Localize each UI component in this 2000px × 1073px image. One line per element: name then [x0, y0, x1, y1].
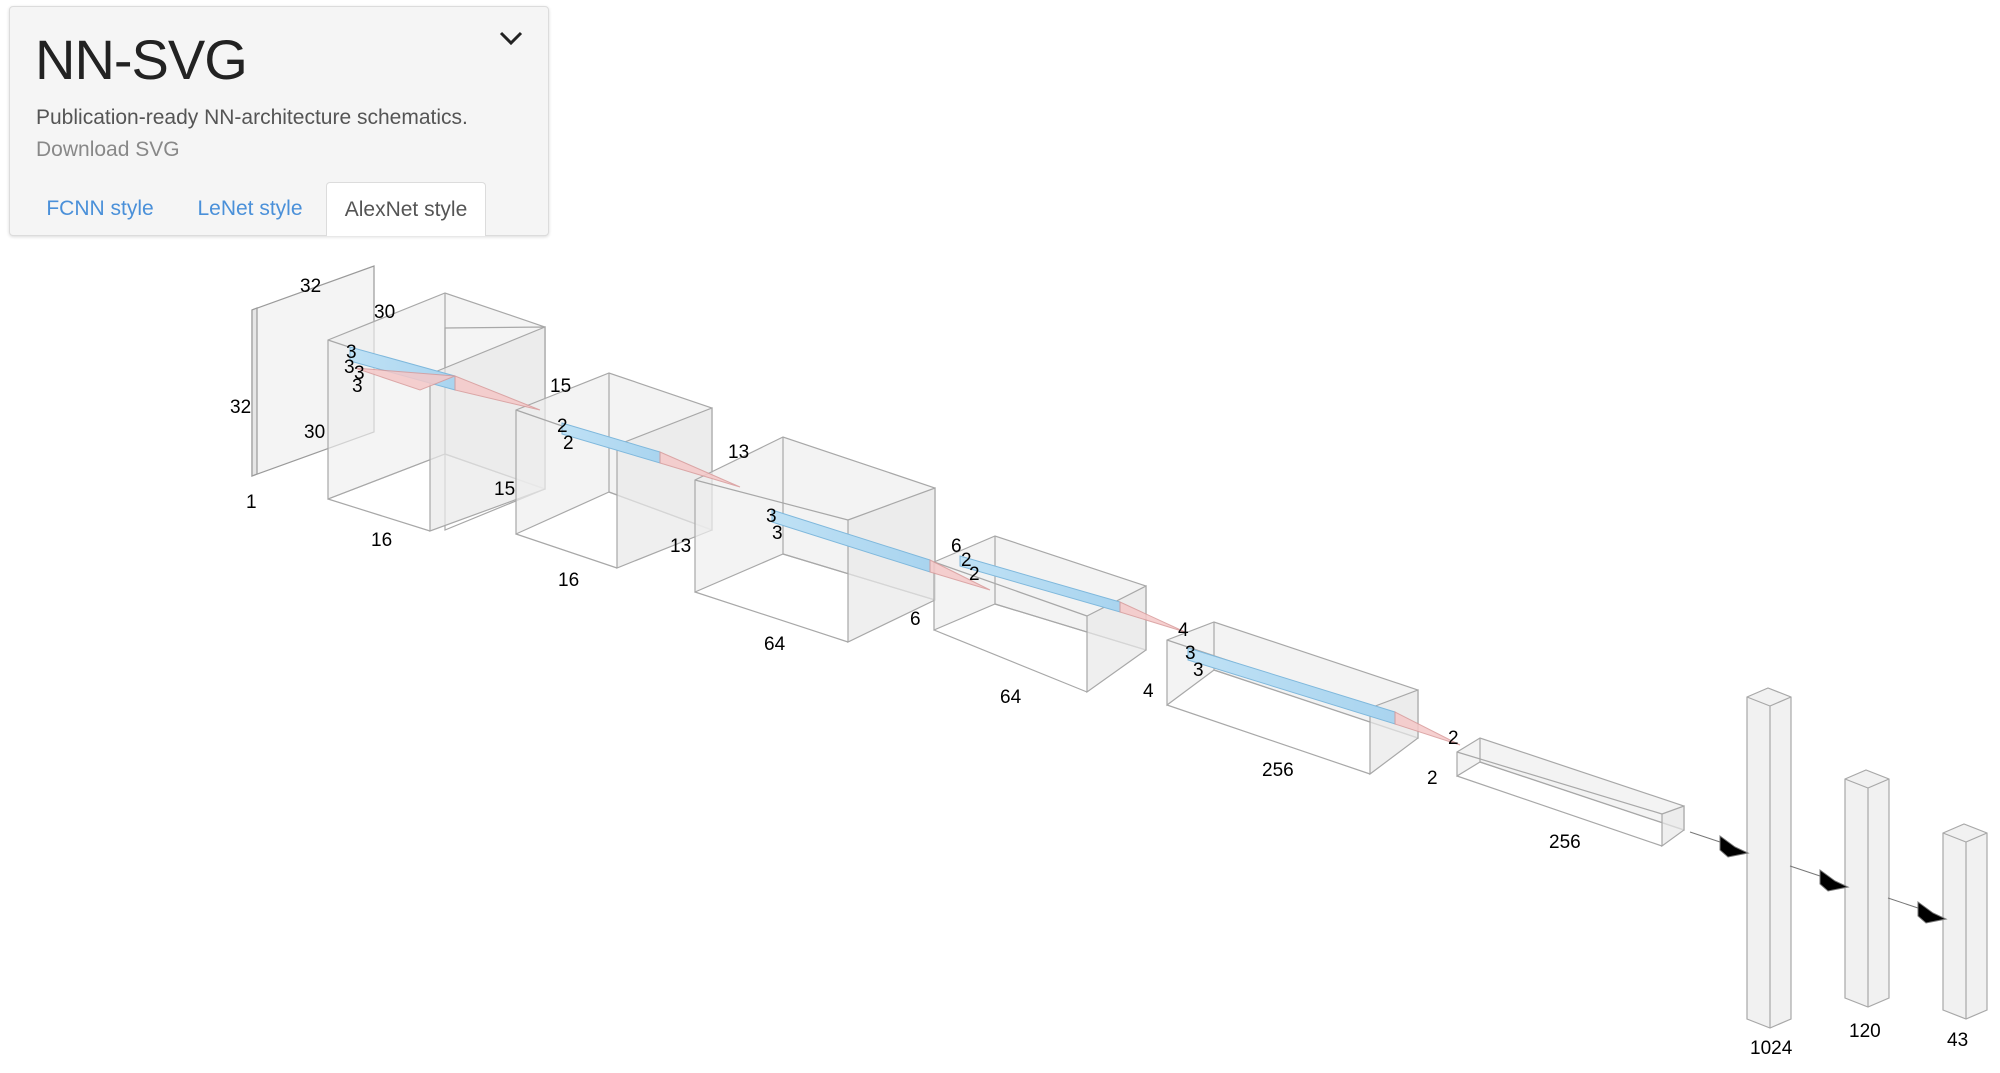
- label-input-w: 32: [300, 276, 321, 297]
- label-k4-a: 2: [961, 550, 972, 571]
- label-k5-b: 3: [1193, 660, 1204, 681]
- label-dense-1: 1024: [1750, 1038, 1793, 1059]
- label-dense-3: 43: [1947, 1030, 1968, 1051]
- pyramid-1: [354, 367, 456, 391]
- arrow-head-2: [1819, 869, 1850, 892]
- label-l1-h: 30: [304, 422, 325, 443]
- kernels: [349, 346, 1461, 746]
- label-l2-h: 15: [494, 479, 515, 500]
- control-panel: NN-SVG Publication-ready NN-architecture…: [9, 6, 549, 236]
- app-title: NN-SVG: [35, 28, 248, 91]
- dense-layers: [1746, 687, 1988, 1029]
- pyramid-4: [1119, 601, 1186, 633]
- label-l1-d: 16: [371, 530, 392, 551]
- label-l2-w: 15: [550, 376, 571, 397]
- label-k3-a: 3: [766, 506, 777, 527]
- label-k1-d: 3: [352, 376, 363, 397]
- tab-alexnet-style[interactable]: AlexNet style: [326, 182, 486, 236]
- label-l5-h: 4: [1143, 681, 1154, 702]
- dense-1: [1746, 687, 1792, 1029]
- dense-2: [1844, 769, 1890, 1008]
- label-k4-b: 2: [969, 564, 980, 585]
- layer-box-5: [1166, 621, 1419, 776]
- layer-box-6: [1456, 737, 1685, 848]
- arrows: [1689, 831, 1948, 924]
- tab-fcnn-style[interactable]: FCNN style: [46, 197, 154, 220]
- label-l1-w: 30: [374, 302, 395, 323]
- labels: 32 32 1 30 30 16 3 3 3 3 15 15 16 2 2 13…: [230, 276, 1968, 1059]
- layer-box-3: [694, 436, 936, 643]
- label-k1-b: 3: [344, 357, 355, 378]
- label-k1-c: 3: [354, 363, 365, 384]
- label-k2-a: 2: [557, 416, 568, 437]
- label-k1-a: 3: [346, 342, 357, 363]
- label-l6-d: 256: [1549, 832, 1581, 853]
- label-dense-2: 120: [1849, 1021, 1881, 1042]
- label-l2-d: 16: [558, 570, 579, 591]
- label-k3-b: 3: [772, 523, 783, 544]
- chevron-down-icon[interactable]: [498, 29, 524, 52]
- label-l6-h: 2: [1427, 768, 1438, 789]
- label-k2-b: 2: [563, 433, 574, 454]
- label-input-d: 1: [246, 492, 257, 513]
- label-l4-h: 6: [910, 609, 921, 630]
- label-l3-w: 13: [728, 442, 749, 463]
- label-l5-w: 4: [1178, 620, 1189, 641]
- label-l4-w: 6: [951, 536, 962, 557]
- tab-lenet-style[interactable]: LeNet style: [197, 197, 303, 220]
- arrow-head-1: [1719, 835, 1750, 858]
- label-input-h: 32: [230, 397, 251, 418]
- label-l6-w: 2: [1448, 728, 1459, 749]
- pyramid-5: [1394, 711, 1461, 746]
- app-subtitle: Publication-ready NN-architecture schema…: [36, 106, 468, 129]
- style-tabs: FCNN style LeNet style AlexNet style: [10, 180, 548, 236]
- pyramid-1b: [454, 375, 541, 411]
- label-l4-d: 64: [1000, 687, 1022, 708]
- pyramid-3: [929, 559, 991, 591]
- download-svg-link[interactable]: Download SVG: [36, 138, 180, 161]
- label-k5-a: 3: [1185, 643, 1196, 664]
- dense-3: [1942, 823, 1988, 1020]
- arrow-head-3: [1917, 901, 1948, 924]
- label-l5-d: 256: [1262, 760, 1294, 781]
- pyramid-2: [659, 451, 741, 488]
- label-l3-d: 64: [764, 634, 786, 655]
- label-l3-h: 13: [670, 536, 691, 557]
